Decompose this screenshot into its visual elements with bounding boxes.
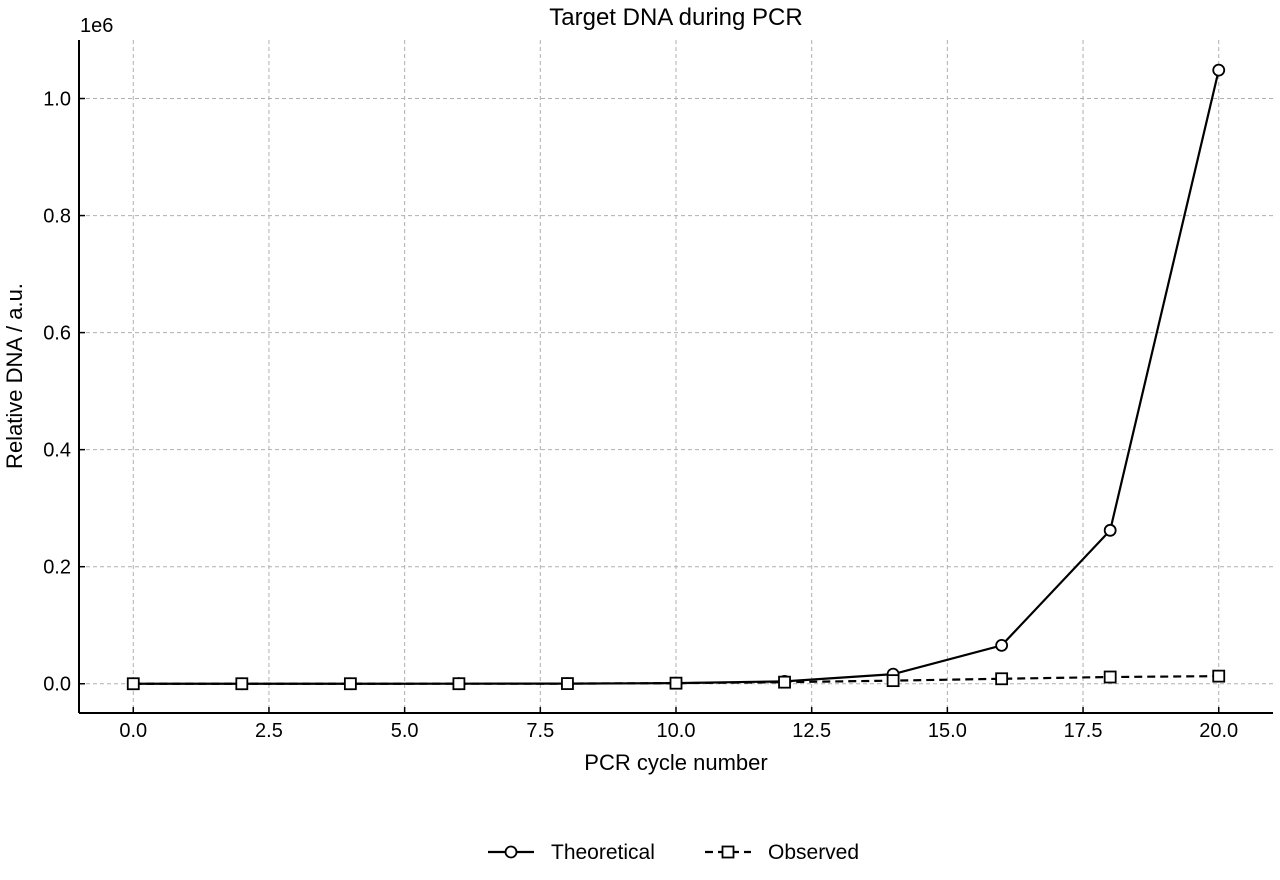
- data-point: [1212, 669, 1226, 683]
- data-point: [343, 677, 357, 691]
- data-point: [561, 677, 574, 690]
- series-layer: [126, 63, 1226, 691]
- data-point: [1212, 63, 1226, 77]
- data-point: [452, 677, 466, 691]
- legend-marker: [721, 845, 735, 859]
- data-point: [995, 672, 1009, 686]
- y-tick-label: 0.4: [43, 440, 71, 462]
- y-tick-label: 0.0: [43, 674, 71, 696]
- y-axis-title: Relative DNA / a.u.: [2, 283, 27, 469]
- series-line: [133, 675, 1219, 685]
- legend-label: Observed: [768, 841, 859, 864]
- data-point: [669, 676, 683, 690]
- y-tick-label: 0.6: [43, 323, 71, 345]
- y-tick-label: 0.8: [43, 206, 71, 228]
- y-scale-label: 1e6: [80, 15, 113, 37]
- x-tick-label: 5.0: [391, 720, 419, 742]
- legend-item-observed: Observed: [705, 841, 859, 864]
- data-point: [995, 638, 1009, 652]
- legend-marker: [504, 845, 518, 859]
- data-point: [126, 677, 140, 691]
- legend-item-theoretical: Theoretical: [488, 841, 655, 864]
- x-tick-label: 20.0: [1199, 720, 1238, 742]
- data-point: [1103, 523, 1117, 537]
- grid: [79, 40, 1273, 713]
- x-tick-label: 15.0: [928, 720, 967, 742]
- x-axis-title: PCR cycle number: [584, 750, 767, 775]
- data-point: [886, 674, 900, 688]
- data-point: [1103, 670, 1117, 684]
- data-point: [235, 677, 249, 691]
- x-tick-label: 7.5: [526, 720, 554, 742]
- legend: Theoretical Observed: [488, 841, 859, 864]
- y-tick-label: 1.0: [43, 89, 71, 111]
- x-tick-label: 17.5: [1064, 720, 1103, 742]
- x-tick-label: 2.5: [255, 720, 283, 742]
- x-tick-label: 12.5: [792, 720, 831, 742]
- x-tick-label: 10.0: [657, 720, 696, 742]
- y-tick-label: 0.2: [43, 557, 71, 579]
- chart-title: Target DNA during PCR: [549, 4, 802, 31]
- series-observed: [126, 669, 1226, 691]
- data-point: [778, 675, 791, 689]
- x-tick-label: 0.0: [119, 720, 147, 742]
- ticks: 0.0 2.5 5.0 7.5 10.0 12.5 15.0 17.5 20.0 0.0 0.2 0.…: [43, 89, 1238, 742]
- legend-label: Theoretical: [551, 841, 655, 864]
